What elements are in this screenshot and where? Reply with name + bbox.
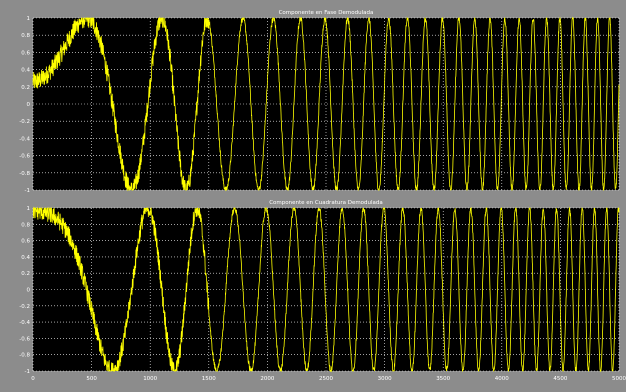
ytick-label: -0.4	[19, 320, 30, 326]
ytick-label: 1	[27, 16, 31, 22]
ytick-label: 0.2	[21, 85, 30, 91]
signal-trace	[32, 16, 620, 192]
xtick-label: 3000	[378, 376, 392, 382]
xtick-label: 4000	[495, 376, 509, 382]
xtick-label: 500	[86, 376, 97, 382]
ytick-label: -0.6	[19, 336, 30, 342]
signal-trace	[32, 206, 620, 373]
ytick-label: 0.4	[21, 68, 30, 74]
ytick-label: 0.6	[21, 50, 30, 56]
ytick-label: -0.2	[19, 119, 30, 125]
xtick-label: 2500	[319, 376, 333, 382]
ytick-label: -0.8	[19, 353, 30, 359]
xtick-label: 2000	[260, 376, 274, 382]
xtick-label: 4500	[553, 376, 567, 382]
xtick-label: 0	[31, 376, 35, 382]
quadrature-grid	[32, 207, 620, 372]
ytick-label: -0.4	[19, 136, 30, 142]
in-phase-title: Componente en Fase Demodulada	[279, 10, 374, 16]
ytick-label: -0.8	[19, 171, 30, 177]
ytick-label: -0.2	[19, 304, 30, 310]
in-phase-ytick-labels: 1 0.8 0.6 0.4 0.2 0 -0.2 -0.4 -0.6 -0.8 -1	[19, 16, 30, 194]
ytick-label: 1	[27, 206, 31, 212]
quadrature-xtick-labels: 0 500 1000 1500 2000 2500 3000 3500 4000 4500 5000	[31, 376, 626, 382]
quadrature-trace	[32, 206, 620, 373]
ytick-label: -0.6	[19, 154, 30, 160]
ytick-label: 0.6	[21, 239, 30, 245]
quadrature-title: Componente en Cuadratura Demodulada	[269, 200, 383, 206]
in-phase-trace	[32, 16, 620, 192]
in-phase-plot: 1 0.8 0.6 0.4 0.2 0 -0.2 -0.4 -0.6 -0.8 -1 Compone…	[19, 10, 620, 194]
ytick-label: 0.8	[21, 33, 30, 39]
quadrature-plot: 1 0.8 0.6 0.4 0.2 0 -0.2 -0.4 -0.6 -0.8 -1 0 500 100…	[19, 200, 626, 382]
ytick-label: 0.2	[21, 271, 30, 277]
ytick-label: -1	[25, 369, 30, 375]
xtick-label: 5000	[612, 376, 626, 382]
ytick-label: 0	[27, 288, 31, 294]
ytick-label: 0.4	[21, 255, 30, 261]
quadrature-ytick-labels: 1 0.8 0.6 0.4 0.2 0 -0.2 -0.4 -0.6 -0.8 -1	[19, 206, 30, 375]
xtick-label: 1500	[202, 376, 216, 382]
ytick-label: -1	[25, 188, 30, 194]
ytick-label: 0	[27, 102, 31, 108]
xtick-label: 3500	[436, 376, 450, 382]
xtick-label: 1000	[143, 376, 157, 382]
ytick-label: 0.8	[21, 222, 30, 228]
